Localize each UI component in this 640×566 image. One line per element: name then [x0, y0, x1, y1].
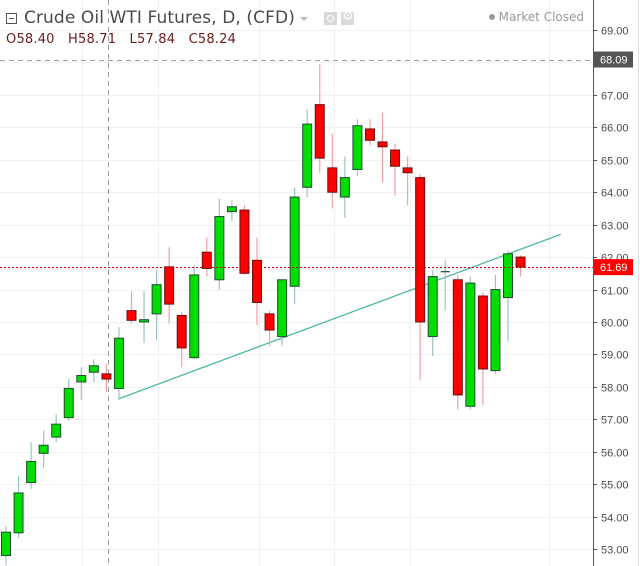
candle: [465, 276, 476, 410]
candle: [390, 143, 401, 196]
candle: [415, 174, 426, 381]
ohlc-values: O58.40 H58.71 L57.84 C58.24: [6, 32, 354, 47]
series-title[interactable]: Crude Oil WTI Futures, D, (CFD): [24, 8, 295, 28]
candle: [302, 109, 313, 198]
price-lines: [0, 60, 593, 268]
candle: [515, 255, 526, 277]
price-tick: 61.00: [601, 286, 629, 298]
price-tick: 63.00: [601, 221, 629, 233]
dropdown-caret-icon[interactable]: [299, 17, 308, 21]
price-tick: 60.00: [601, 318, 629, 330]
candle: [26, 441, 37, 490]
chart-grid: [0, 0, 593, 566]
candle: [226, 200, 237, 222]
candle: [252, 237, 262, 326]
chart-legend: Crude Oil WTI Futures, D, (CFD) O58.40 H…: [6, 6, 354, 47]
candle: [189, 265, 200, 360]
price-tick: 55.00: [601, 480, 629, 492]
candle: [440, 260, 450, 311]
candle: [339, 156, 350, 219]
price-tick: 57.00: [601, 415, 629, 427]
candle: [402, 156, 413, 206]
settings-gear-icon[interactable]: [340, 9, 354, 25]
candle: [503, 250, 513, 342]
candle: [477, 292, 488, 405]
candle: [88, 359, 99, 382]
candle: [327, 133, 338, 209]
candle: [63, 378, 74, 421]
market-status-label: Market Closed: [498, 10, 584, 24]
price-tick: 67.00: [601, 91, 629, 103]
candle: [427, 270, 438, 357]
open-value: O58.40: [6, 32, 55, 47]
candle: [277, 279, 288, 347]
market-status: Market Closed: [488, 10, 584, 24]
visibility-icon[interactable]: [323, 11, 337, 25]
price-tick: 64.00: [601, 188, 629, 200]
candle: [13, 476, 24, 538]
price-tick: 56.00: [601, 448, 629, 460]
candle: [352, 119, 363, 176]
price-tick: 58.00: [601, 383, 629, 395]
candle: [126, 291, 137, 324]
last-price-tag: 61.69: [594, 259, 633, 276]
price-tick: 69.00: [601, 26, 629, 38]
close-value: C58.24: [188, 32, 237, 47]
candle: [151, 270, 162, 340]
candle: [38, 430, 49, 468]
price-axis[interactable]: 69.0068.0067.0066.0065.0064.0063.0062.00…: [593, 0, 640, 566]
svg-text:68.09: 68.09: [600, 55, 628, 67]
trendline[interactable]: [119, 233, 561, 400]
candles-layer: [1, 64, 526, 566]
price-tick: 54.00: [601, 513, 629, 525]
candle: [1, 526, 11, 566]
collapse-icon[interactable]: [6, 12, 17, 24]
candle: [364, 119, 375, 146]
price-tick: 53.00: [601, 545, 629, 557]
candle: [164, 247, 175, 324]
high-value: H58.71: [68, 32, 117, 47]
price-tick: 66.00: [601, 123, 629, 135]
candle: [490, 274, 501, 374]
candle: [264, 310, 275, 347]
candle: [201, 237, 212, 277]
series-title-row: Crude Oil WTI Futures, D, (CFD): [6, 6, 354, 30]
svg-text:61.69: 61.69: [600, 262, 628, 274]
candle: [76, 367, 87, 400]
price-tick: 59.00: [601, 350, 629, 362]
candle: [139, 291, 150, 344]
candle: [239, 205, 250, 275]
candle: [51, 414, 62, 442]
candle: [452, 274, 463, 410]
low-value: L57.84: [129, 32, 176, 47]
status-dot-icon: [488, 14, 495, 20]
candle: [101, 363, 112, 393]
candle: [289, 187, 300, 305]
candle: [214, 198, 225, 290]
candle: [377, 112, 388, 183]
price-tick: 65.00: [601, 156, 629, 168]
crosshair-price-tag: 68.09: [594, 51, 633, 68]
candle: [113, 326, 124, 400]
candle: [176, 312, 187, 368]
candle: [314, 64, 325, 173]
